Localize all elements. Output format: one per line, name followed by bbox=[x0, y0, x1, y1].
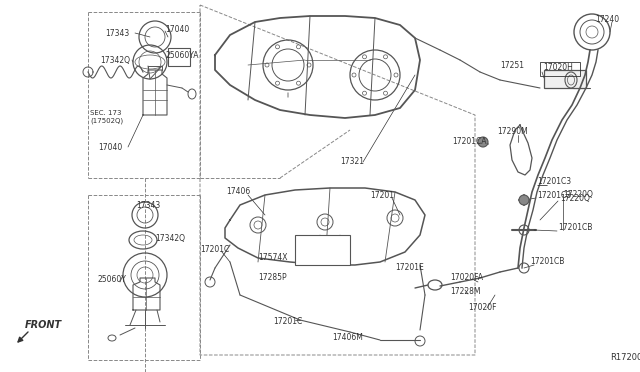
Text: 17201CB: 17201CB bbox=[558, 224, 593, 232]
Text: 17343: 17343 bbox=[105, 29, 129, 38]
Text: 17201CA: 17201CA bbox=[452, 138, 486, 147]
Circle shape bbox=[478, 137, 488, 147]
Text: 17342Q: 17342Q bbox=[155, 234, 185, 243]
Text: 17251: 17251 bbox=[500, 61, 524, 70]
Text: 17290M: 17290M bbox=[497, 128, 528, 137]
Text: 17406: 17406 bbox=[226, 187, 250, 196]
Bar bbox=[295, 235, 350, 265]
Bar bbox=[168, 48, 190, 66]
Text: 17201C3: 17201C3 bbox=[537, 177, 571, 186]
Text: 17040: 17040 bbox=[98, 144, 122, 153]
Text: SEC. 173
(17502Q): SEC. 173 (17502Q) bbox=[90, 110, 123, 124]
Text: 17020F: 17020F bbox=[468, 304, 497, 312]
Text: 17201C: 17201C bbox=[273, 317, 303, 327]
Circle shape bbox=[519, 195, 529, 205]
Text: 17220Q: 17220Q bbox=[563, 190, 593, 199]
Bar bbox=[544, 70, 586, 88]
Text: 17020FA: 17020FA bbox=[450, 273, 483, 282]
Text: 17321: 17321 bbox=[340, 157, 364, 167]
Text: 17406M: 17406M bbox=[333, 334, 364, 343]
Text: —: — bbox=[536, 180, 547, 190]
Text: FRONT: FRONT bbox=[25, 320, 62, 330]
Text: 17228M: 17228M bbox=[450, 288, 481, 296]
Text: 17342Q: 17342Q bbox=[100, 55, 130, 64]
Bar bbox=[540, 62, 580, 76]
Text: 17201E: 17201E bbox=[395, 263, 424, 273]
Text: 17201C3: 17201C3 bbox=[537, 190, 571, 199]
Text: 25060Y: 25060Y bbox=[98, 276, 127, 285]
Text: 17201C: 17201C bbox=[200, 246, 229, 254]
Text: 17240: 17240 bbox=[595, 16, 619, 25]
Text: 25060YA: 25060YA bbox=[165, 51, 198, 61]
Text: 17201: 17201 bbox=[370, 190, 394, 199]
Text: 17285P: 17285P bbox=[258, 273, 287, 282]
Text: 17220Q: 17220Q bbox=[560, 193, 590, 202]
Text: 17201CB: 17201CB bbox=[530, 257, 564, 266]
Text: 17040: 17040 bbox=[165, 26, 189, 35]
Text: 17020H: 17020H bbox=[543, 64, 573, 73]
Text: R172007T: R172007T bbox=[610, 353, 640, 362]
Text: 17574X: 17574X bbox=[258, 253, 287, 263]
Text: 17343: 17343 bbox=[136, 201, 160, 209]
